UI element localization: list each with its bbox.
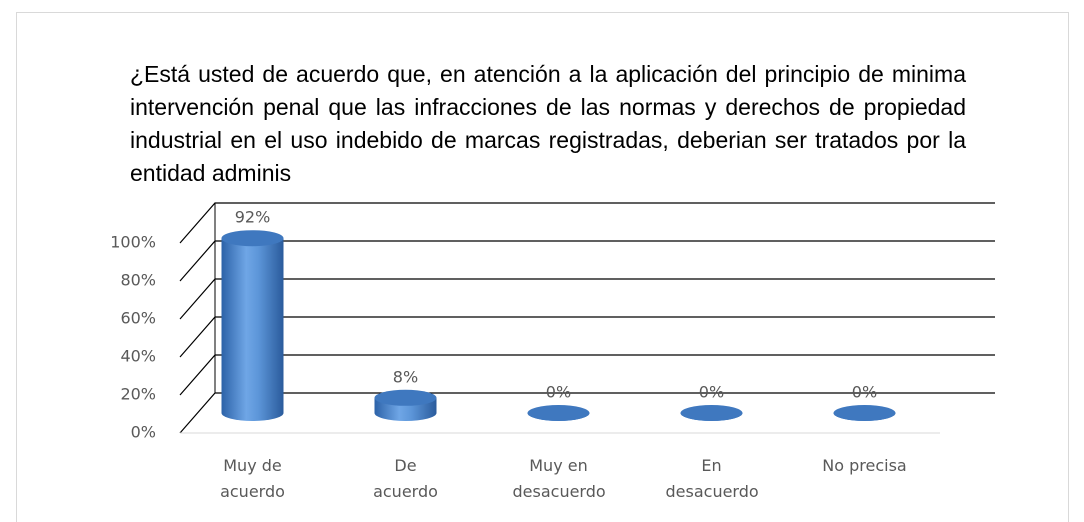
bar-top [221,230,284,247]
grid-line [179,354,995,396]
chart-title: ¿Está usted de acuerdo que, en atención … [130,61,966,186]
y-tick-label: 0% [131,423,156,442]
data-label: 0% [546,383,571,402]
y-tick-label: 20% [120,385,156,404]
x-tick-label: De acuerdo [373,456,438,501]
chart-border [16,12,1069,522]
bar-top [527,405,590,421]
bar-top [833,405,896,421]
data-label: 8% [393,367,418,386]
x-tick-label: No precisa [822,456,907,475]
grid-line [179,202,995,244]
grid-line [179,278,995,320]
x-tick-label: Muy de acuerdo [220,456,285,501]
grid-line [179,240,995,282]
y-tick-label: 60% [120,309,156,328]
grid-line [179,316,995,358]
bar [221,238,284,421]
bar-top [374,389,437,406]
grid-line [179,392,995,434]
data-label: 92% [235,208,271,227]
y-tick-label: 80% [120,271,156,290]
y-tick-label: 100% [110,233,156,252]
x-tick-label: Muy en desacuerdo [512,456,606,501]
data-label: 0% [699,383,724,402]
bar-top [680,405,743,421]
x-tick-label: En desacuerdo [665,456,759,501]
y-tick-label: 40% [120,347,156,366]
data-label: 0% [852,383,877,402]
